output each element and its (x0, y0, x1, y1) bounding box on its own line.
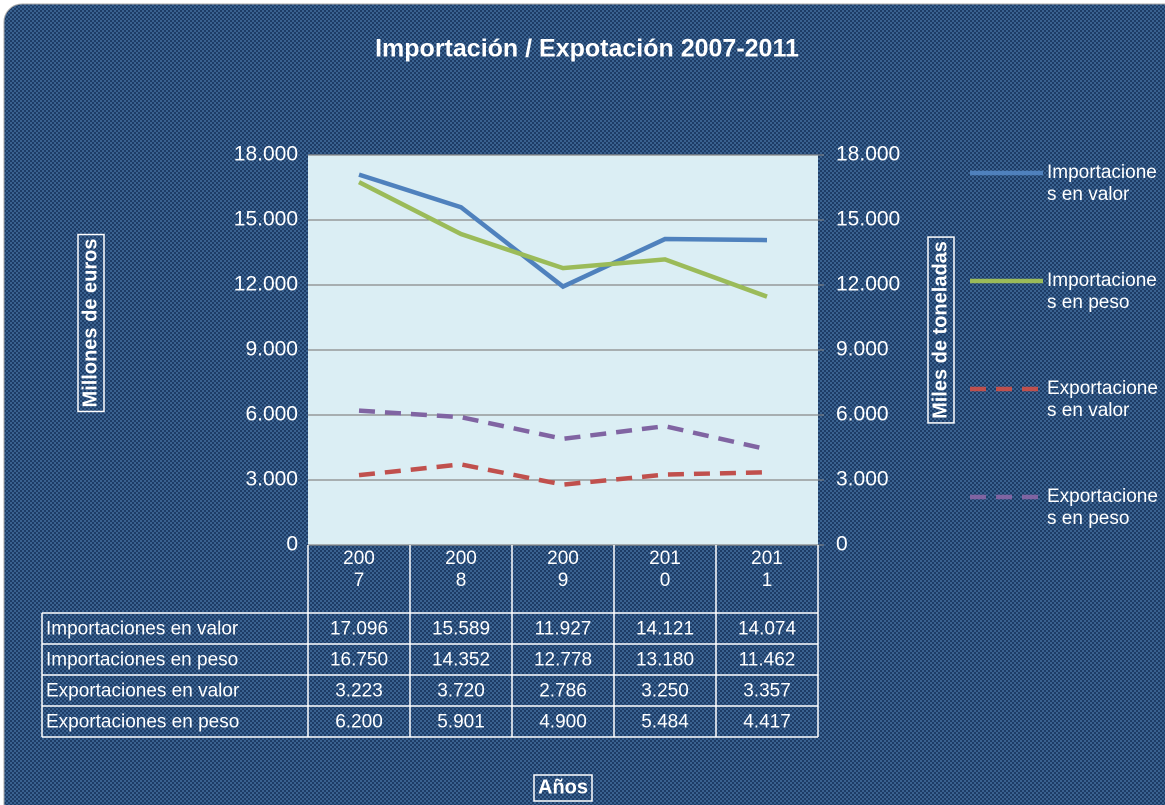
table-cell: 15.589 (432, 619, 490, 640)
y2-tick-label: 0 (836, 533, 848, 556)
table-cell: 12.778 (534, 650, 592, 671)
table-cell: 6.200 (335, 712, 383, 733)
y-axis-title-box (77, 233, 105, 413)
table-cell: 3.357 (743, 681, 791, 702)
legend-label-text: Importaciones en peso (1047, 270, 1157, 313)
legend-label: Exportaciones en peso (1047, 486, 1159, 530)
table-cell: 11.462 (739, 650, 796, 671)
y2-tick-label: 6.000 (836, 403, 889, 426)
table-row-label: Exportaciones en peso (46, 712, 239, 733)
y2-tick-label: 15.000 (836, 208, 900, 231)
y2-axis-title: Miles de toneladas (929, 241, 951, 419)
y-axis-title: Millones de euros (79, 239, 101, 408)
y2-tick-label: 12.000 (836, 273, 900, 296)
legend-label-text: Exportaciones en peso (1047, 486, 1158, 529)
y-tick-label: 6.000 (245, 403, 298, 426)
table-row-label: Importaciones en valor (46, 619, 239, 640)
table-cell: 13.180 (636, 650, 694, 671)
table-cell: 11.927 (535, 619, 592, 640)
series-line (358, 408, 768, 452)
y2-tick-label: 3.000 (836, 468, 889, 491)
category-label: 2011 (716, 548, 818, 592)
table-cell: 3.223 (335, 681, 383, 702)
table-cell: 2.786 (539, 681, 587, 702)
y-tick-label: 3.000 (245, 468, 298, 491)
x-axis-title-box (533, 774, 593, 802)
table-cell: 3.720 (437, 681, 485, 702)
y2-tick-label: 18.000 (836, 143, 900, 166)
y-tick-label: 12.000 (234, 273, 298, 296)
chart-title: Importación / Expotación 2007-2011 (375, 35, 799, 63)
y-tick-label: 18.000 (234, 143, 298, 166)
table-row-label: Exportaciones en valor (46, 681, 240, 702)
table-cell: 4.900 (539, 712, 587, 733)
series-line (358, 172, 768, 290)
table-cell: 5.484 (641, 712, 689, 733)
table-cell: 14.121 (636, 619, 694, 640)
category-label-text: 2011 (751, 548, 783, 591)
table-row-label: Importaciones en peso (46, 650, 238, 671)
legend-label-text: Importaciones en valor (1047, 162, 1157, 205)
series-line (357, 180, 768, 299)
category-label-text: 2007 (343, 548, 375, 591)
legend-label: Importaciones en valor (1047, 162, 1159, 206)
y-tick-label: 0 (286, 533, 298, 556)
y-tick-label: 15.000 (234, 208, 298, 231)
category-label-text: 2008 (445, 548, 477, 591)
y2-axis-title-box (927, 236, 955, 424)
category-label: 2009 (512, 548, 614, 592)
category-label-text: 2010 (649, 548, 681, 591)
category-label-text: 2009 (547, 548, 579, 591)
series-line (358, 462, 768, 487)
table-cell: 16.750 (330, 650, 388, 671)
category-label: 2008 (410, 548, 512, 592)
category-label: 2010 (614, 548, 716, 592)
category-label: 2007 (308, 548, 410, 592)
table-cell: 14.074 (738, 619, 797, 640)
table-cell: 3.250 (641, 681, 689, 702)
y-tick-label: 9.000 (245, 338, 298, 361)
x-axis-title: Años (538, 776, 588, 798)
legend-label: Importaciones en peso (1047, 270, 1159, 314)
y2-tick-label: 9.000 (836, 338, 889, 361)
legend-label-text: Exportaciones en valor (1047, 378, 1158, 421)
table-cell: 17.096 (330, 619, 388, 640)
table-cell: 4.417 (743, 712, 791, 733)
legend-label: Exportaciones en valor (1047, 378, 1159, 422)
table-cell: 14.352 (432, 650, 490, 671)
table-cell: 5.901 (437, 712, 485, 733)
